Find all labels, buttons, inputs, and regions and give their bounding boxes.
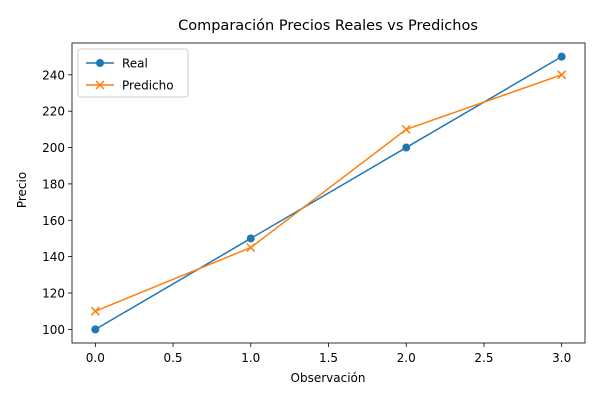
legend: Real Predicho bbox=[77, 48, 189, 98]
data-point-predicho bbox=[90, 306, 100, 316]
x-tick-label: 1.0 bbox=[241, 351, 260, 365]
chart-title: Comparación Precios Reales vs Predichos bbox=[178, 18, 478, 34]
y-tick-label: 100 bbox=[42, 323, 65, 337]
data-point-real bbox=[402, 143, 411, 152]
x-tick-label: 1.5 bbox=[319, 351, 338, 365]
series-line-real bbox=[94, 55, 563, 331]
y-tick-label: 220 bbox=[42, 105, 65, 119]
data-point-real bbox=[246, 234, 255, 243]
series-line-predicho bbox=[95, 74, 562, 312]
y-tick-label: 140 bbox=[42, 250, 65, 264]
legend-label-predicho: Predicho bbox=[122, 79, 174, 93]
y-tick-label: 200 bbox=[42, 141, 65, 155]
x-tick-label: 2.0 bbox=[397, 351, 416, 365]
y-tick-label: 240 bbox=[42, 68, 65, 82]
x-tick-label: 3.0 bbox=[552, 351, 571, 365]
data-point-predicho bbox=[557, 70, 567, 80]
x-tick-label: 0.0 bbox=[86, 351, 105, 365]
data-point-predicho bbox=[246, 243, 256, 253]
legend-marker bbox=[95, 80, 105, 90]
x-tick-label: 2.5 bbox=[474, 351, 493, 365]
x-axis-title: Observación bbox=[291, 371, 366, 385]
y-tick-label: 120 bbox=[42, 287, 65, 301]
axes-frame bbox=[71, 42, 586, 344]
y-tick-label: 160 bbox=[42, 214, 65, 228]
y-axis-title: Precio bbox=[15, 172, 29, 208]
legend-label-real: Real bbox=[122, 57, 148, 71]
x-tick-label: 0.5 bbox=[163, 351, 182, 365]
data-point-real bbox=[91, 325, 100, 334]
y-tick-label: 180 bbox=[42, 177, 65, 191]
data-point-real bbox=[557, 52, 566, 61]
plot-area: 0.0 0.5 1.0 1.5 2.0 2.5 3.0 100 120 140 160 180 200 2… bbox=[42, 42, 586, 365]
data-point-predicho bbox=[401, 124, 411, 134]
legend-marker bbox=[96, 59, 104, 67]
